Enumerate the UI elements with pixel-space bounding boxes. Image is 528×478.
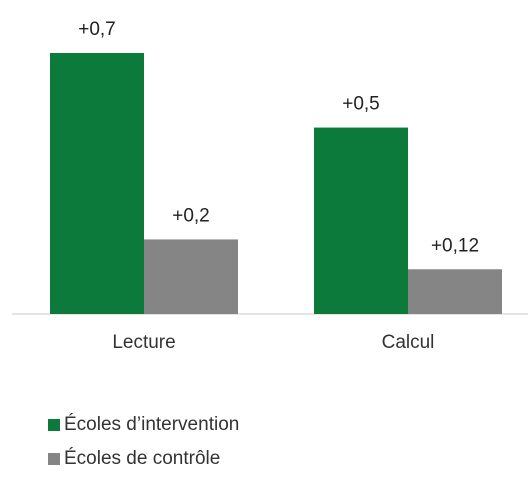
legend-item-controle: Écoles de contrôle <box>48 444 239 474</box>
data-label-calcul-series-1: +0,12 <box>431 235 479 256</box>
bar-calcul-series-1 <box>408 269 502 314</box>
legend-label-intervention: Écoles d’intervention <box>64 414 240 435</box>
bar-lecture-series-0 <box>50 53 144 314</box>
category-label-lecture: Lecture <box>112 332 175 353</box>
legend-swatch-intervention <box>48 419 60 431</box>
bar-lecture-series-1 <box>144 239 238 314</box>
data-label-lecture-series-0: +0,7 <box>78 19 116 40</box>
bar-chart: +0,7 +0,2 +0,5 +0,12 Lecture Calcul <box>12 19 528 353</box>
bar-calcul-series-0 <box>314 127 408 314</box>
legend-item-intervention: Écoles d’intervention <box>48 410 239 440</box>
legend-label-controle: Écoles de contrôle <box>64 448 221 469</box>
value-labels-group: +0,7 +0,2 +0,5 +0,12 <box>78 19 479 256</box>
category-label-calcul: Calcul <box>382 332 435 353</box>
data-label-lecture-series-1: +0,2 <box>172 205 210 226</box>
data-label-calcul-series-0: +0,5 <box>342 94 380 115</box>
legend: Écoles d’intervention Écoles de contrôle <box>48 410 239 478</box>
category-labels-group: Lecture Calcul <box>112 332 434 353</box>
bars-group <box>50 53 502 314</box>
legend-swatch-controle <box>48 453 60 465</box>
